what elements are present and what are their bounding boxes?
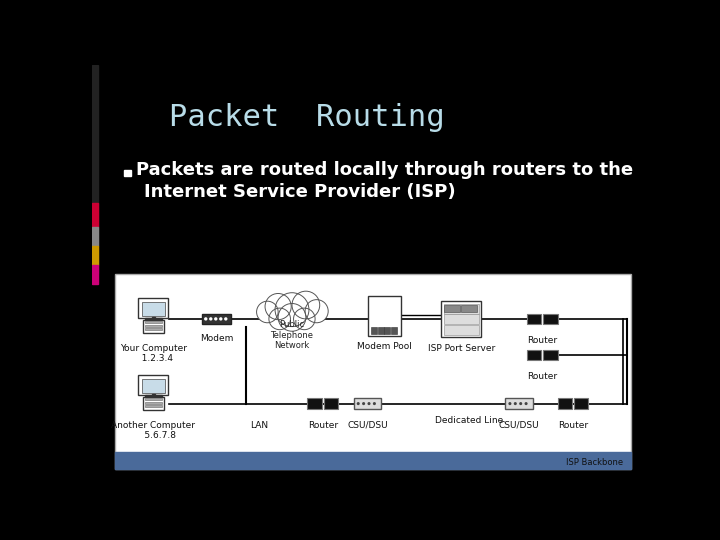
Bar [138, 375, 168, 395]
Text: CSU/DSU: CSU/DSU [347, 421, 388, 429]
Bar [444, 305, 460, 312]
Bar [574, 398, 588, 409]
Text: Your Computer
   1.2.3.4: Your Computer 1.2.3.4 [120, 343, 187, 363]
Bar [92, 246, 98, 265]
Circle shape [219, 317, 222, 321]
Text: ISP Backbone: ISP Backbone [566, 458, 623, 467]
Bar [145, 328, 161, 330]
Bar [115, 452, 631, 469]
Bar [368, 296, 400, 336]
Text: Dedicated Line: Dedicated Line [435, 416, 503, 425]
Bar [444, 325, 479, 335]
Text: LAN: LAN [250, 421, 268, 429]
Circle shape [514, 402, 517, 405]
Circle shape [373, 402, 376, 405]
Bar [152, 394, 155, 396]
Circle shape [367, 402, 371, 405]
Bar [145, 395, 162, 397]
Bar [527, 314, 541, 325]
Circle shape [224, 317, 228, 321]
Bar [143, 320, 164, 333]
Circle shape [275, 293, 309, 327]
Bar [145, 321, 161, 323]
Bar [543, 314, 558, 325]
Bar [143, 397, 164, 410]
Circle shape [356, 402, 360, 405]
Circle shape [508, 402, 511, 405]
Bar [378, 327, 384, 334]
Bar [92, 204, 98, 226]
Text: Router: Router [527, 372, 557, 381]
Bar [115, 274, 631, 469]
Bar [145, 325, 161, 327]
Bar [323, 398, 338, 409]
Bar [142, 302, 166, 316]
Bar [391, 327, 397, 334]
Bar [145, 398, 161, 400]
Bar [527, 350, 541, 361]
Bar [145, 402, 161, 404]
Circle shape [292, 291, 320, 319]
Circle shape [525, 402, 528, 405]
Bar [145, 405, 161, 407]
Bar [145, 319, 162, 320]
Bar [444, 303, 479, 314]
Bar [92, 265, 98, 284]
Bar [202, 314, 231, 325]
Text: Router: Router [558, 421, 588, 429]
Bar [558, 398, 572, 409]
Circle shape [209, 317, 212, 321]
Circle shape [269, 308, 290, 330]
Circle shape [305, 300, 328, 323]
Bar [462, 305, 477, 312]
Text: ISP Port Server: ISP Port Server [428, 343, 495, 353]
Circle shape [265, 293, 291, 320]
Bar [543, 350, 558, 361]
Bar [92, 65, 98, 273]
Bar [124, 170, 131, 177]
Bar [92, 226, 98, 246]
Text: Packets are routed locally through routers to the: Packets are routed locally through route… [137, 161, 634, 179]
Circle shape [214, 317, 217, 321]
Text: Internet Service Provider (ISP): Internet Service Provider (ISP) [144, 183, 456, 201]
Circle shape [294, 308, 315, 330]
Text: Packet  Routing: Packet Routing [168, 103, 444, 132]
Circle shape [278, 303, 306, 331]
Bar [441, 301, 482, 336]
Text: Modem Pool: Modem Pool [357, 342, 412, 351]
Circle shape [204, 317, 207, 321]
Text: Router: Router [307, 421, 338, 429]
Text: Modem: Modem [200, 334, 233, 343]
Bar [384, 327, 390, 334]
Circle shape [256, 301, 278, 323]
Circle shape [362, 402, 365, 405]
Bar [444, 314, 479, 325]
Bar [354, 398, 382, 409]
Text: CSU/DSU: CSU/DSU [499, 421, 539, 429]
Text: Another Computer
     5.6.7.8: Another Computer 5.6.7.8 [112, 421, 195, 440]
Bar [372, 327, 377, 334]
Bar [152, 317, 155, 319]
Circle shape [519, 402, 522, 405]
Bar [138, 299, 168, 318]
Text: Public
Telephone
Network: Public Telephone Network [271, 320, 313, 350]
Bar [142, 379, 166, 393]
Bar [307, 398, 322, 409]
Bar [505, 398, 533, 409]
Text: Router: Router [527, 336, 557, 345]
